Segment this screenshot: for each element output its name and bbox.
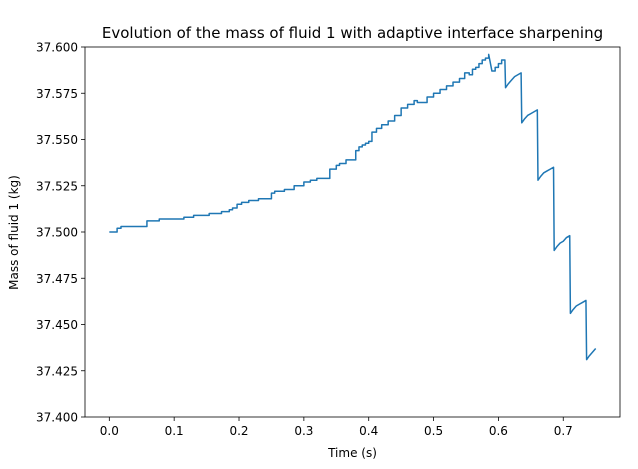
- y-axis: 37.400 37.425 37.450 37.475 37.500 37.525 37.5…: [36, 41, 85, 425]
- y-axis-label: Mass of fluid 1 (kg): [7, 175, 21, 290]
- y-tick-label: 37.550: [36, 133, 78, 147]
- x-axis: 0.0 0.1 0.2 0.3 0.4 0.5 0.6 0.7: [100, 417, 573, 438]
- y-tick-label: 37.400: [36, 411, 78, 425]
- y-tick-label: 37.450: [36, 318, 78, 332]
- x-tick-label: 0.5: [424, 424, 443, 438]
- y-tick-label: 37.575: [36, 87, 78, 101]
- x-tick-label: 0.6: [489, 424, 508, 438]
- x-tick-label: 0.0: [100, 424, 119, 438]
- y-tick-label: 37.500: [36, 226, 78, 240]
- series-line-0: [109, 53, 597, 361]
- chart-title: Evolution of the mass of fluid 1 with ad…: [102, 24, 603, 42]
- y-tick-label: 37.525: [36, 179, 78, 193]
- x-tick-label: 0.4: [359, 424, 378, 438]
- x-tick-label: 0.7: [554, 424, 573, 438]
- x-tick-label: 0.2: [229, 424, 248, 438]
- x-axis-label: Time (s): [327, 446, 377, 460]
- y-tick-label: 37.425: [36, 364, 78, 378]
- y-tick-label: 37.475: [36, 272, 78, 286]
- y-tick-label: 37.600: [36, 41, 78, 55]
- x-tick-label: 0.3: [294, 424, 313, 438]
- x-tick-label: 0.1: [165, 424, 184, 438]
